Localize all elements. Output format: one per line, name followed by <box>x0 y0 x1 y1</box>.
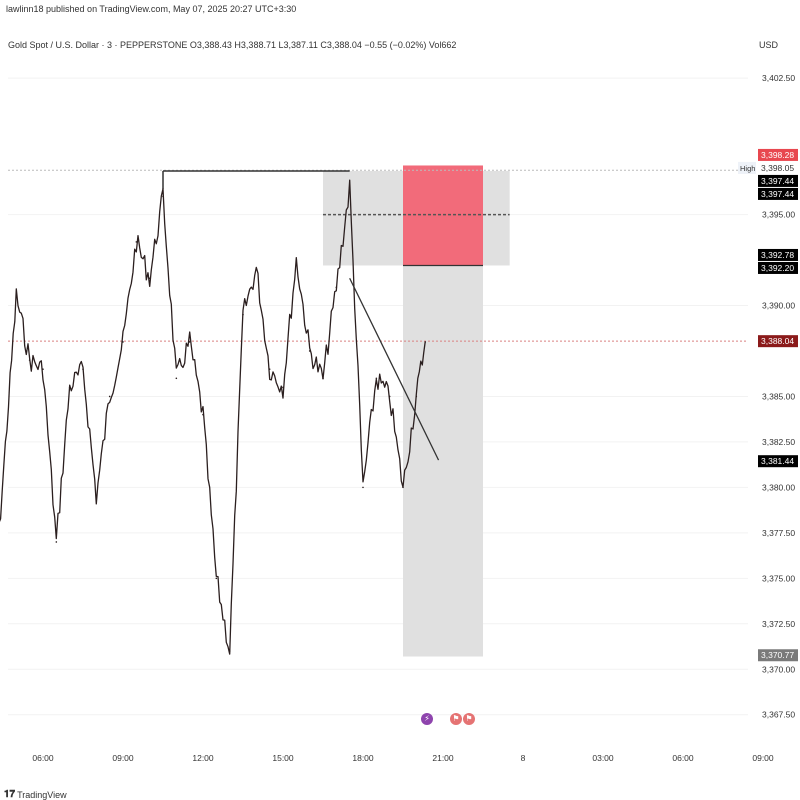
x-tick-label: 06:00 <box>672 753 694 763</box>
currency-selector[interactable]: USD <box>758 40 778 50</box>
y-tick-label: 3,402.50 <box>762 73 795 83</box>
symbol-info: Gold Spot / U.S. Dollar · 3 · PEPPERSTON… <box>8 40 457 50</box>
price-point-14 <box>188 341 191 343</box>
price-point-20 <box>268 368 271 370</box>
x-tick-label: 21:00 <box>432 753 454 763</box>
high-tag: High <box>740 164 755 173</box>
y-tick-label: 3,377.50 <box>762 528 795 538</box>
target-zone <box>403 265 483 657</box>
lightning-icon[interactable]: ⚡ <box>421 713 433 725</box>
price-point-28 <box>375 377 378 380</box>
price-label-bg <box>758 261 798 274</box>
price-label: 3,397.44 <box>761 176 794 186</box>
price-point-10 <box>135 241 138 243</box>
x-tick-label: 8 <box>521 753 526 763</box>
price-point-13 <box>175 377 178 380</box>
price-point-17 <box>228 650 231 652</box>
price-label: 3,388.04 <box>761 336 794 346</box>
price-label-bg <box>758 335 798 348</box>
price-label: 3,397.44 <box>761 189 794 199</box>
price-point-32 <box>424 341 427 343</box>
x-tick-label: 09:00 <box>752 753 774 763</box>
trendline <box>349 277 440 461</box>
price-point-16 <box>215 577 218 580</box>
price-point-25 <box>335 286 338 289</box>
flag-icon[interactable]: ⚑ <box>450 713 462 725</box>
price-point-18 <box>242 313 244 316</box>
high-tag-bg <box>738 161 756 174</box>
price-label: 3,392.78 <box>761 250 794 260</box>
price-label: 3,392.20 <box>761 263 794 273</box>
flag-icon[interactable]: ⚑ <box>463 713 475 725</box>
price-label: 3,398.28 <box>761 150 794 160</box>
price-point-4 <box>55 541 58 543</box>
price-point-26 <box>348 186 351 189</box>
y-tick-label: 3,395.00 <box>762 210 795 220</box>
price-label-bg <box>758 455 798 468</box>
price-label-bg <box>758 187 798 200</box>
price-series <box>0 179 426 655</box>
price-point-12 <box>162 195 164 198</box>
price-point-1 <box>15 295 18 298</box>
x-tick-label: 09:00 <box>112 753 134 763</box>
price-point-15 <box>202 413 204 416</box>
y-tick-label: 3,385.00 <box>762 391 795 401</box>
price-point-31 <box>415 395 418 398</box>
price-point-24 <box>322 377 324 380</box>
price-point-19 <box>255 268 258 270</box>
price-point-2 <box>28 359 31 361</box>
price-point-11 <box>148 277 151 280</box>
x-tick-label: 12:00 <box>192 753 214 763</box>
y-tick-label: 3,370.00 <box>762 664 795 674</box>
price-point-9 <box>122 341 124 343</box>
x-tick-label: 03:00 <box>592 753 614 763</box>
price-label-bg <box>758 248 798 261</box>
y-tick-label: 3,380.00 <box>762 482 795 492</box>
price-point-6 <box>82 368 84 370</box>
y-tick-label: 3,390.00 <box>762 301 795 311</box>
y-tick-label: 3,367.50 <box>762 710 795 720</box>
price-point-8 <box>108 395 111 398</box>
price-point-29 <box>388 395 391 398</box>
tv-logo-text: TradingView <box>17 789 67 800</box>
price-label: 3,381.44 <box>761 456 794 466</box>
price-point-30 <box>402 486 404 489</box>
price-point-21 <box>282 386 284 389</box>
tradingview-logo[interactable]: 𝟏𝟕 TradingView <box>4 789 67 800</box>
price-label: 3,370.77 <box>761 650 794 660</box>
stop-zone <box>403 165 483 266</box>
tv-logo-icon: 𝟏𝟕 <box>4 789 16 800</box>
x-tick-label: 06:00 <box>32 753 54 763</box>
price-label: 3,398.05 <box>761 163 794 173</box>
price-label-bg <box>758 174 798 187</box>
price-label-bg <box>758 649 798 662</box>
price-point-3 <box>42 368 44 370</box>
x-tick-label: 18:00 <box>352 753 374 763</box>
price-label-bg <box>758 161 798 174</box>
price-point-23 <box>308 350 311 352</box>
price-point-27 <box>362 486 364 489</box>
y-tick-label: 3,375.00 <box>762 573 795 583</box>
publisher-credit: lawlinn18 published on TradingView.com, … <box>6 4 297 14</box>
price-point-5 <box>68 386 71 389</box>
price-point-22 <box>295 259 298 261</box>
price-label-bg <box>758 148 798 161</box>
y-tick-label: 3,372.50 <box>762 619 795 629</box>
price-point-7 <box>95 495 98 498</box>
y-tick-label: 3,382.50 <box>762 437 795 447</box>
x-tick-label: 15:00 <box>272 753 294 763</box>
